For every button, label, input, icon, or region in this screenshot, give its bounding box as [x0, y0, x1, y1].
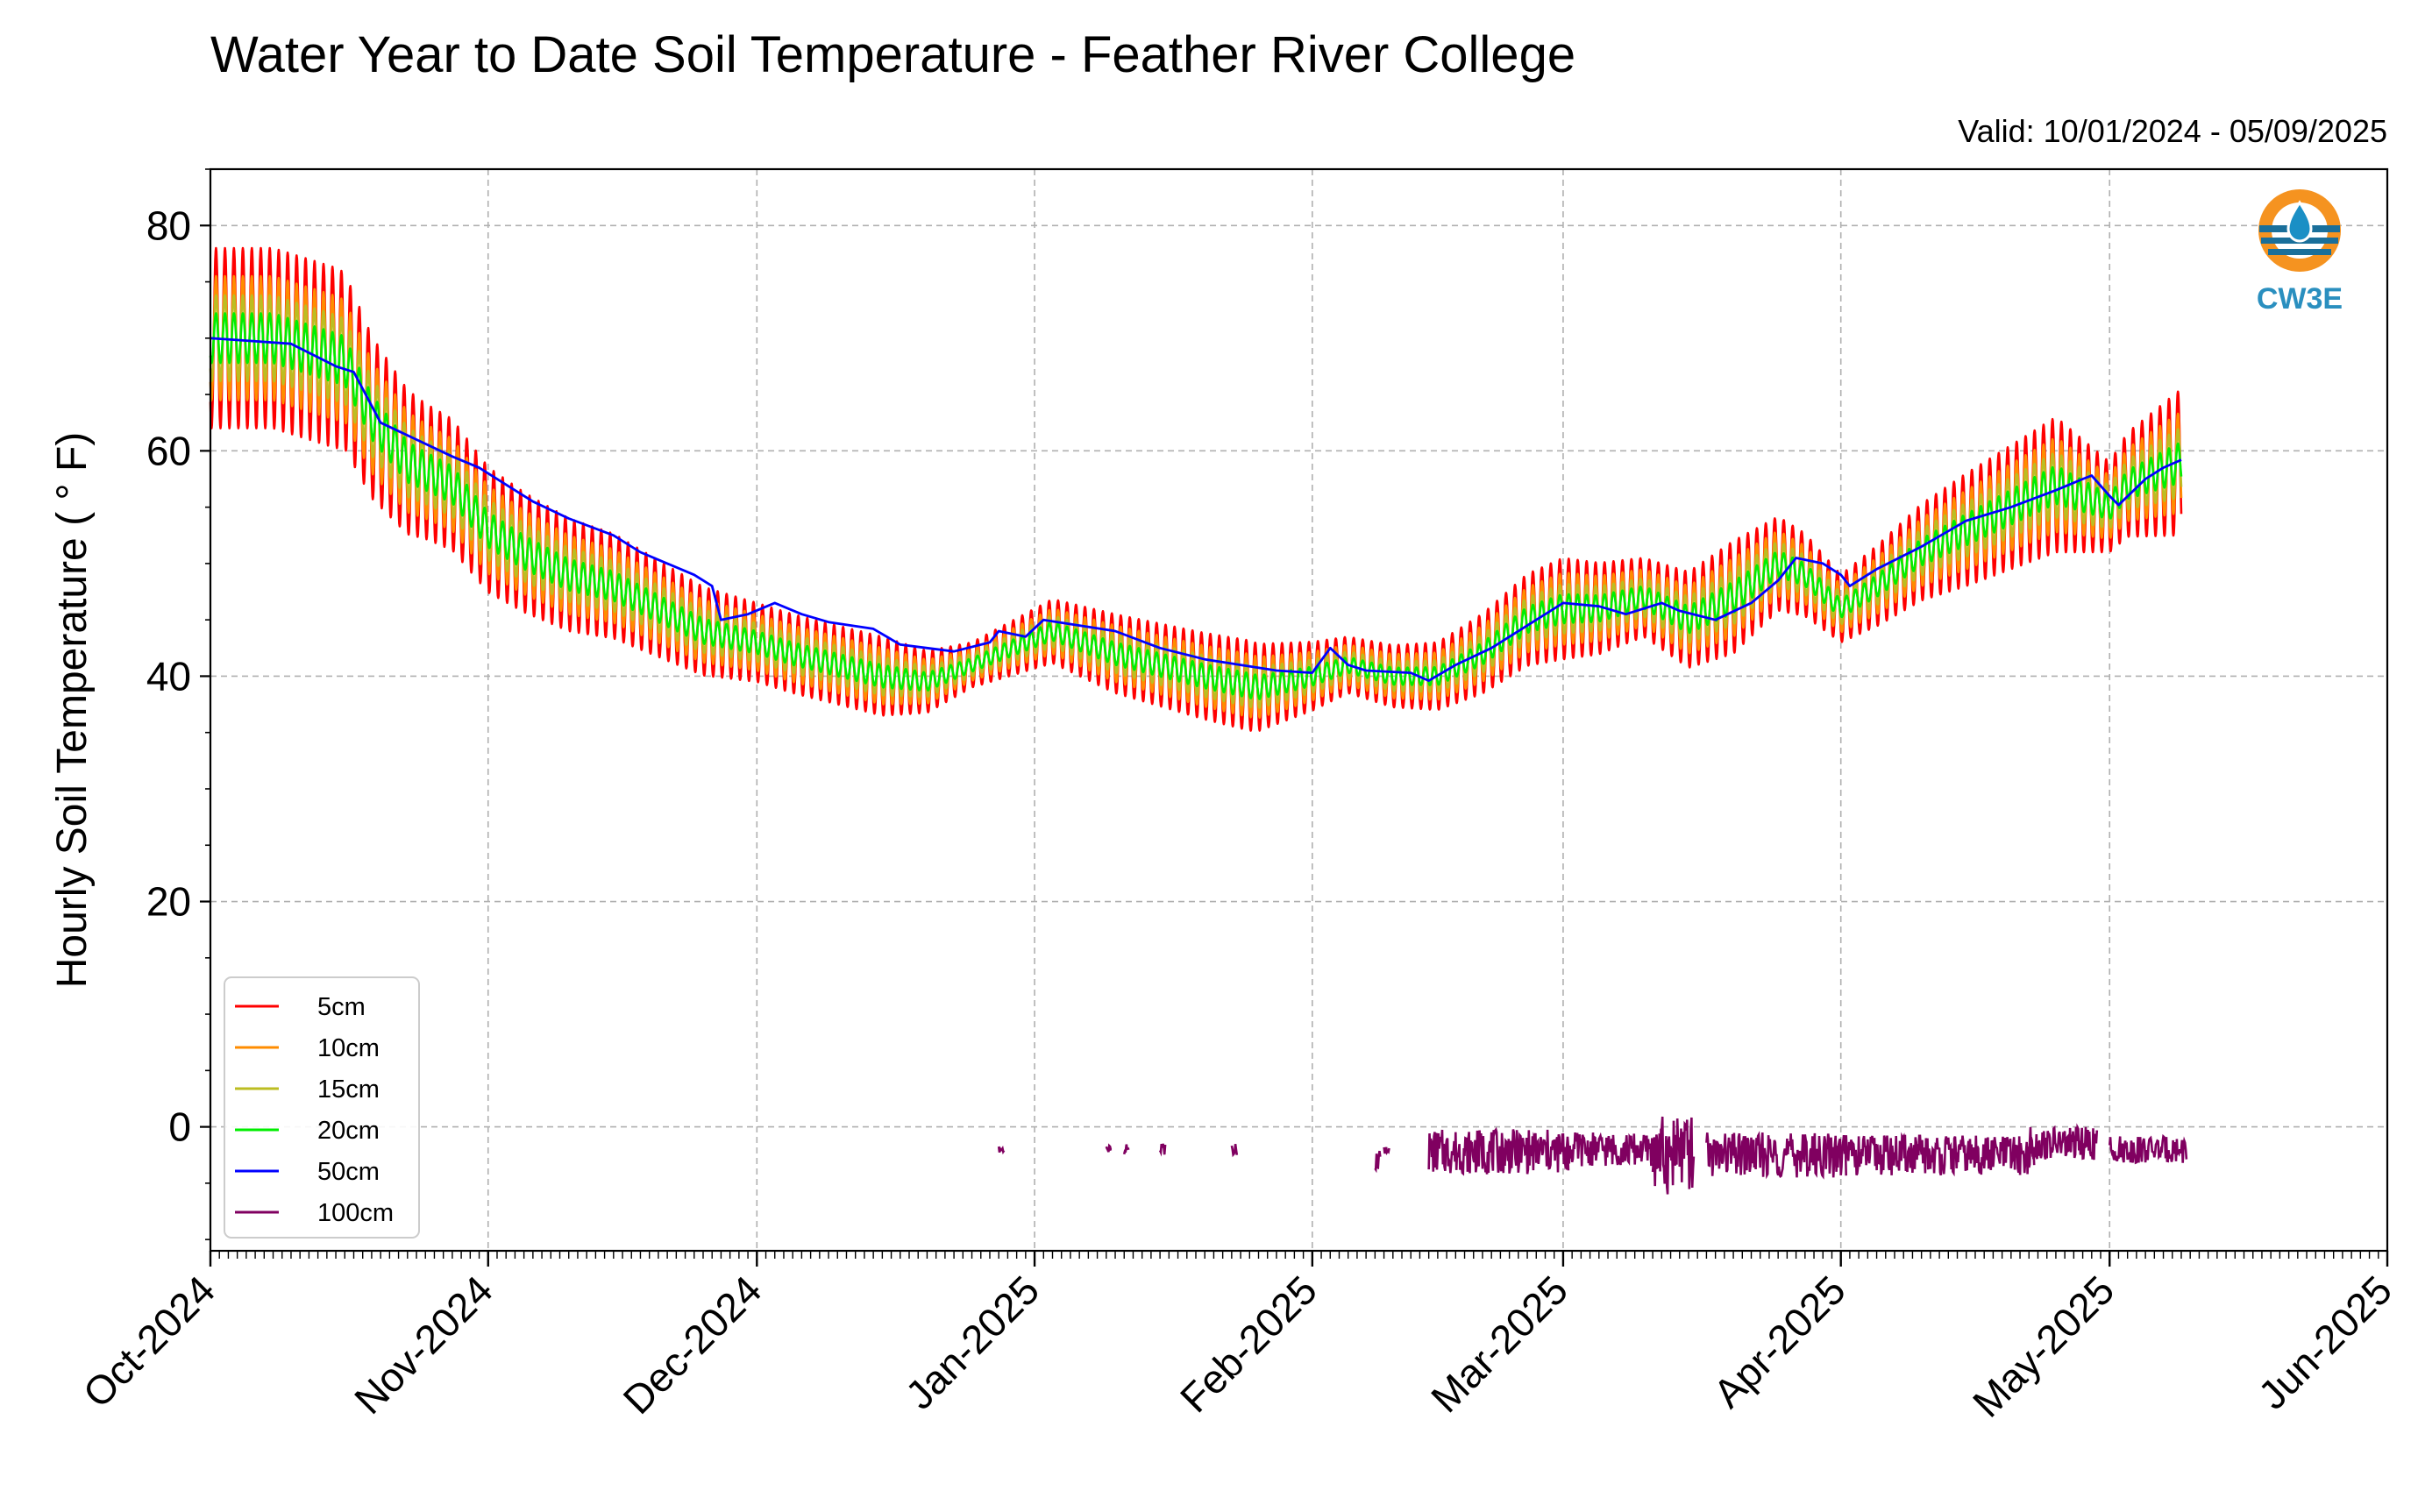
series-segment	[1705, 1131, 1847, 1180]
logo-text: CW3E	[2257, 282, 2343, 316]
chart-subtitle: Valid: 10/01/2024 - 05/09/2025	[1958, 113, 2387, 149]
legend: 5cm 10cm 15cm 20cm 50cm 100cm	[224, 976, 420, 1239]
legend-label-5cm: 5cm	[317, 993, 366, 1021]
series-segment	[1230, 1144, 1239, 1158]
series-segment	[1122, 1144, 1130, 1155]
series-segment	[997, 1145, 1006, 1155]
series-segment	[1105, 1143, 1113, 1153]
legend-label-20cm: 20cm	[317, 1117, 380, 1145]
y-tick-label: 60	[146, 428, 191, 473]
series-segment	[1651, 1116, 1696, 1195]
y-axis: 0 20 40 60 80	[146, 168, 210, 1240]
legend-frame	[224, 976, 420, 1239]
series-segment	[2108, 1133, 2188, 1165]
chart-title: Water Year to Date Soil Temperature - Fe…	[210, 26, 1575, 83]
y-tick-label: 40	[146, 653, 191, 699]
series-segment	[1427, 1126, 1570, 1176]
y-axis-label: Hourly Soil Temperature ( ° F)	[49, 432, 96, 989]
legend-label-100cm: 100cm	[317, 1199, 394, 1227]
y-tick-label: 0	[168, 1104, 191, 1150]
logo-wave-3	[2268, 249, 2331, 255]
series-segment	[1158, 1143, 1167, 1157]
series-segment	[1383, 1146, 1390, 1156]
y-tick-label: 20	[146, 879, 191, 925]
series-segment	[1839, 1132, 2036, 1177]
legend-label-15cm: 15cm	[317, 1075, 380, 1104]
series-line-100cm	[997, 1116, 2188, 1195]
y-tick-label: 80	[146, 202, 191, 248]
plot-frame	[209, 167, 2389, 1253]
legend-entries: 5cm 10cm 15cm 20cm 50cm 100cm	[235, 993, 394, 1227]
legend-label-10cm: 10cm	[317, 1034, 380, 1062]
series-line-50cm	[210, 337, 2182, 682]
series-segment	[1561, 1132, 1660, 1171]
cw3e-logo: CW3E	[2257, 189, 2343, 316]
series-line-20cm	[209, 312, 2183, 700]
gridlines	[210, 169, 2387, 1251]
water-drop-icon	[2286, 200, 2313, 243]
legend-label-50cm: 50cm	[317, 1158, 380, 1186]
series-segment	[2028, 1123, 2099, 1161]
series-segment	[1374, 1150, 1382, 1174]
series-layer	[209, 246, 2188, 1195]
